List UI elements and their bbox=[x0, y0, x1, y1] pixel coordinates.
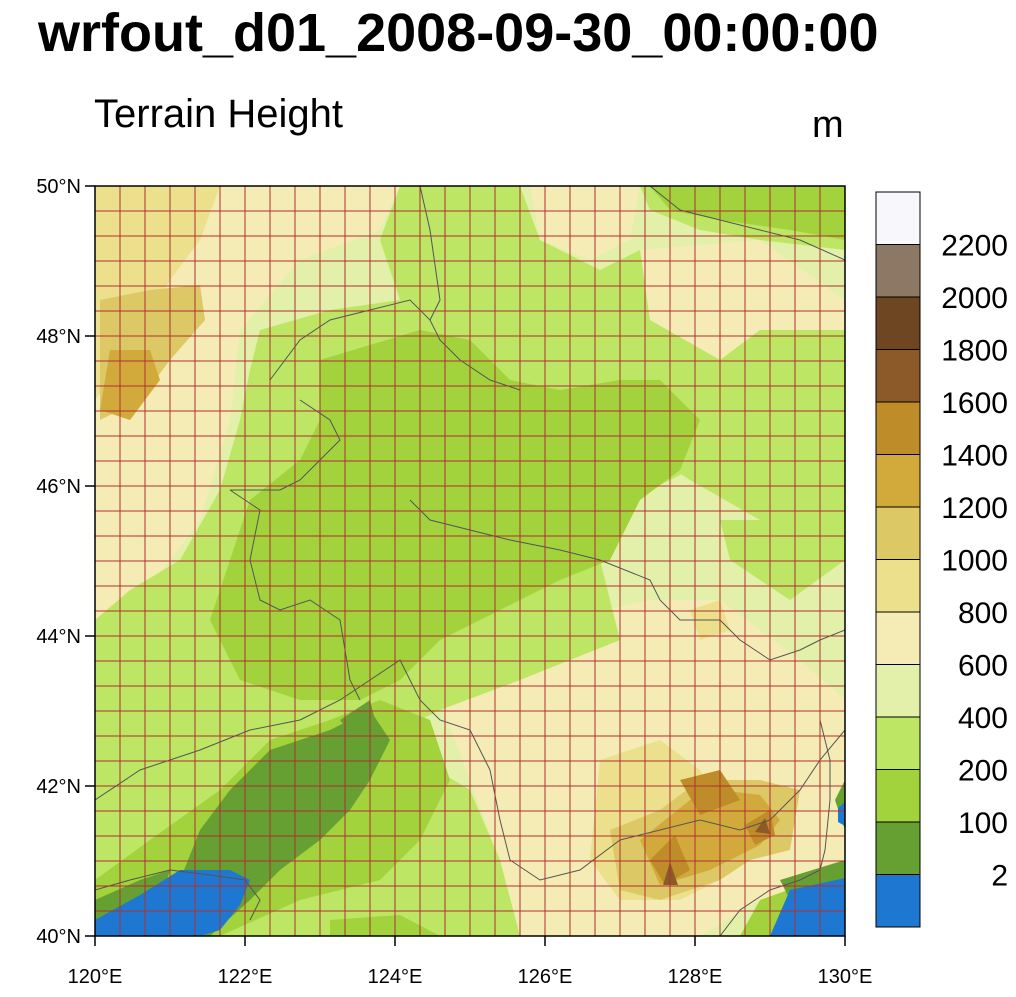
colorbar-swatch bbox=[875, 874, 921, 928]
colorbar-label: 600 bbox=[958, 650, 1008, 683]
province-border bbox=[409, 499, 845, 661]
colorbar-label: 100 bbox=[958, 807, 1008, 840]
colorbar-label: 2200 bbox=[941, 230, 1008, 263]
sea-of-japan-water bbox=[770, 878, 845, 936]
y-axis: 40°N 42°N 44°N 46°N 48°N 50°N bbox=[36, 176, 95, 948]
y-tick-label: 46°N bbox=[36, 476, 81, 498]
y-tick-label: 40°N bbox=[36, 926, 81, 948]
x-tick-label: 126°E bbox=[518, 966, 573, 988]
y-tick-label: 50°N bbox=[36, 176, 81, 198]
colorbar-swatch bbox=[875, 611, 921, 665]
colorbar-swatch bbox=[875, 559, 921, 613]
colorbar-label: 200 bbox=[958, 755, 1008, 788]
y-tick-label: 48°N bbox=[36, 326, 81, 348]
units-label: m bbox=[812, 104, 844, 146]
colorbar-swatch bbox=[875, 244, 921, 298]
terrain-band-100 bbox=[330, 915, 440, 936]
colorbar-label: 1600 bbox=[941, 387, 1008, 420]
x-tick-label: 128°E bbox=[668, 966, 723, 988]
colorbar-swatch bbox=[875, 296, 921, 350]
colorbar-label: 800 bbox=[958, 597, 1008, 630]
colorbar-label: 1000 bbox=[941, 545, 1008, 578]
colorbar-label: 2000 bbox=[941, 282, 1008, 315]
colorbar-swatch bbox=[875, 191, 921, 245]
colorbar-label: 400 bbox=[958, 702, 1008, 735]
x-axis: 120°E 122°E 124°E 126°E 128°E 130°E bbox=[68, 936, 873, 988]
colorbar: 2 100 200 400 600 800 1000 1200 1400 1600 1800 2000… bbox=[875, 191, 1008, 928]
coastline bbox=[95, 869, 261, 921]
terrain-patch-1800 bbox=[755, 818, 770, 834]
x-tick-label: 124°E bbox=[368, 966, 423, 988]
model-grid bbox=[95, 186, 845, 936]
colorbar-label: 1400 bbox=[941, 440, 1008, 473]
colorbar-swatch bbox=[875, 506, 921, 560]
terrain-band-100 bbox=[210, 330, 700, 700]
province-border bbox=[419, 186, 441, 321]
variable-title: Terrain Height bbox=[94, 92, 344, 136]
country-border bbox=[649, 186, 845, 261]
province-border bbox=[230, 399, 341, 491]
colorbar-swatch bbox=[875, 401, 921, 455]
x-tick-label: 120°E bbox=[68, 966, 123, 988]
colorbar-label: 1200 bbox=[941, 492, 1008, 525]
colorbar-swatch bbox=[875, 349, 921, 403]
y-tick-label: 42°N bbox=[36, 776, 81, 798]
map-title: wrfout_d01_2008-09-30_00:00:00 bbox=[38, 3, 879, 63]
x-tick-label: 122°E bbox=[218, 966, 273, 988]
colorbar-swatch bbox=[875, 664, 921, 718]
sea-water-patch bbox=[838, 802, 845, 826]
colorbar-swatch bbox=[875, 821, 921, 875]
colorbar-label: 1800 bbox=[941, 335, 1008, 368]
colorbar-swatch bbox=[875, 454, 921, 508]
y-tick-label: 44°N bbox=[36, 626, 81, 648]
colorbar-label: 2 bbox=[991, 860, 1008, 893]
terrain-band-200 bbox=[720, 520, 845, 600]
province-border bbox=[229, 489, 361, 701]
terrain-patch-600 bbox=[530, 186, 640, 260]
map-frame bbox=[94, 185, 846, 937]
colorbar-swatch bbox=[875, 769, 921, 823]
colorbar-swatch bbox=[875, 716, 921, 770]
terrain-band-100 bbox=[650, 186, 845, 240]
x-tick-label: 130°E bbox=[818, 966, 873, 988]
